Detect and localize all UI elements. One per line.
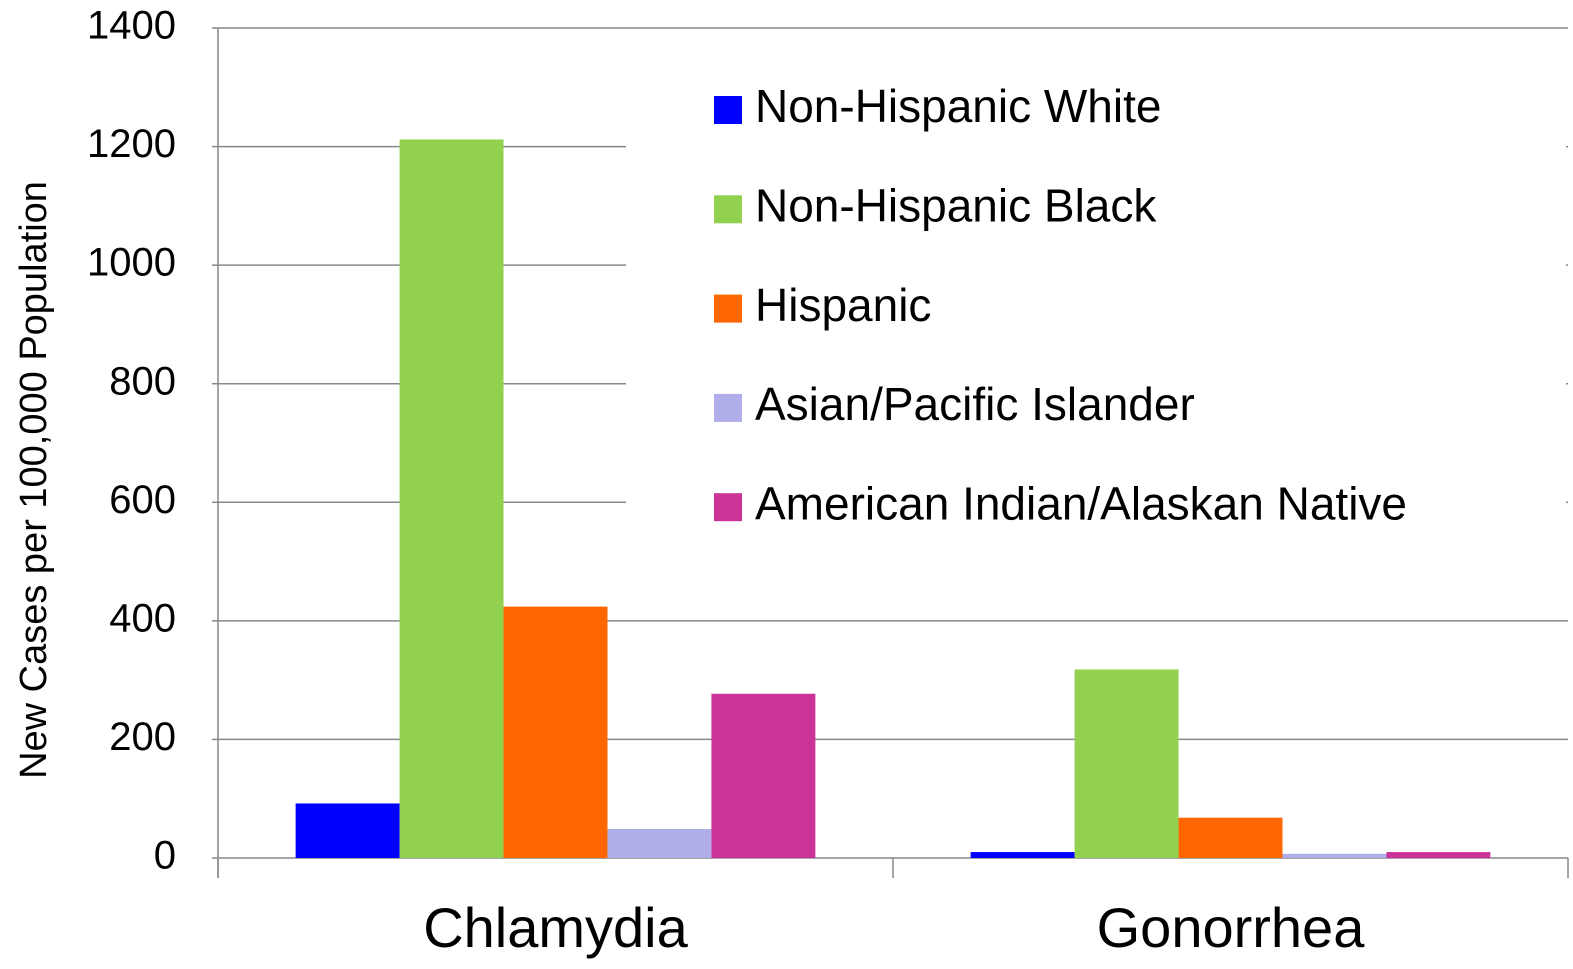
bar <box>295 803 400 858</box>
bar <box>607 828 712 858</box>
bar <box>503 606 608 858</box>
legend-label: Non-Hispanic Black <box>755 179 1157 231</box>
y-tick-label: 400 <box>109 596 176 640</box>
legend-swatch <box>714 195 742 224</box>
y-axis-title: New Cases per 100,000 Population <box>13 181 55 779</box>
bar <box>1386 852 1491 858</box>
bar <box>1074 669 1179 858</box>
bar <box>1282 853 1387 858</box>
y-tick-label: 1200 <box>87 122 176 166</box>
y-tick-label: 200 <box>109 715 176 759</box>
y-tick-label: 1000 <box>87 241 176 285</box>
legend-label: Hispanic <box>755 279 931 331</box>
bar <box>1178 817 1283 858</box>
y-tick-label: 800 <box>109 359 176 403</box>
y-tick-label: 600 <box>109 478 176 522</box>
legend-swatch <box>714 493 742 522</box>
legend-swatch <box>714 294 742 323</box>
y-tick-label: 0 <box>154 834 176 878</box>
x-tick-label: Chlamydia <box>423 896 688 959</box>
legend-box <box>626 60 1566 560</box>
legend-swatch <box>714 96 742 124</box>
legend-swatch <box>714 393 742 422</box>
legend-label: American Indian/Alaskan Native <box>755 477 1407 529</box>
bar <box>399 139 504 858</box>
y-tick-label: 1400 <box>87 4 176 48</box>
legend-label: Non-Hispanic White <box>755 80 1161 132</box>
bar <box>970 852 1075 858</box>
legend-label: Asian/Pacific Islander <box>755 378 1195 430</box>
x-tick-label: Gonorrhea <box>1097 896 1366 959</box>
bar <box>711 693 816 858</box>
